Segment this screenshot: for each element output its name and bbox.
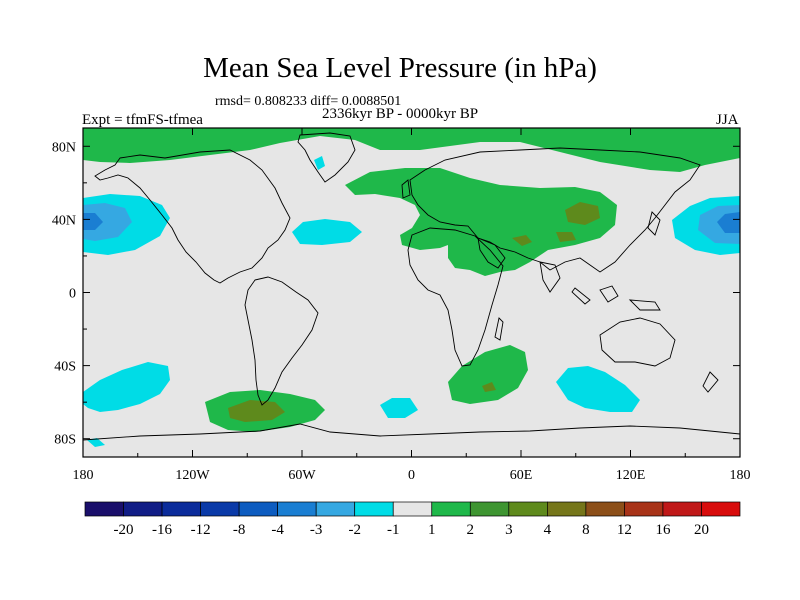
coastline-uk xyxy=(401,179,411,199)
colorbar-label: -3 xyxy=(310,522,323,538)
colorbar-label: -20 xyxy=(114,522,134,538)
coastline-sumatra xyxy=(571,287,591,305)
y-tick-label: 80N xyxy=(52,140,76,155)
coastline-japan xyxy=(647,211,661,236)
colorbar: -20 -16 -12 -8 -4 -3 -2 -1 1 2 3 4 8 12 16 20 xyxy=(84,501,741,538)
field-region-central-asia-core xyxy=(565,202,600,225)
coastline-new-zealand xyxy=(702,371,719,393)
colorbar-label: -2 xyxy=(348,522,361,538)
stats-line: rmsd= 0.808233 diff= 0.0088501 xyxy=(215,94,402,109)
colorbar-swatch xyxy=(123,501,163,517)
field-region-north-atlantic-low xyxy=(292,219,362,245)
coastline-africa xyxy=(407,227,504,367)
y-tick-label: 40S xyxy=(54,360,76,375)
map-area xyxy=(83,128,740,457)
colorbar-swatch xyxy=(84,501,124,517)
colorbar-label: -4 xyxy=(271,522,284,538)
field-region-tibet-core xyxy=(512,235,532,246)
x-tick-label: 120W xyxy=(175,468,210,483)
colorbar-swatch xyxy=(354,501,394,517)
coastline-borneo xyxy=(599,285,619,303)
field-region-south-atlantic-low xyxy=(380,398,418,418)
coastline-greenland xyxy=(297,132,356,183)
colorbar-swatch xyxy=(624,501,664,517)
field-region-southern-ocean-low xyxy=(83,362,170,412)
field-region-eurasia-high xyxy=(345,168,617,276)
coastlines xyxy=(83,132,740,441)
field-region-north-pacific-low-west-3 xyxy=(83,213,103,230)
field-region-north-pacific-low-west-2 xyxy=(83,203,132,241)
x-tick-label: 60W xyxy=(288,468,316,483)
y-tick-label: 80S xyxy=(54,433,76,448)
colorbar-label: 3 xyxy=(505,522,513,538)
colorbar-label: -1 xyxy=(387,522,400,538)
colorbar-swatch xyxy=(431,501,471,517)
colorbar-swatch xyxy=(585,501,625,517)
colorbar-swatch xyxy=(238,501,278,517)
colorbar-swatch xyxy=(469,501,510,517)
y-tick-label: 40N xyxy=(52,213,76,228)
colorbar-label: 1 xyxy=(428,522,436,538)
y-tick-label: 0 xyxy=(69,287,76,302)
x-tick-label: 180 xyxy=(73,468,94,483)
season-label: JJA xyxy=(716,112,739,128)
colorbar-label: 8 xyxy=(582,522,590,538)
x-tick-label: 120E xyxy=(616,468,646,483)
coastline-north-america xyxy=(94,149,291,284)
colorbar-swatch xyxy=(200,501,240,517)
colorbar-swatch xyxy=(161,501,201,517)
x-tick-label: 0 xyxy=(408,468,415,483)
colorbar-label: 4 xyxy=(544,522,552,538)
coastline-india xyxy=(539,261,561,293)
coastline-eurasia xyxy=(409,147,701,273)
colorbar-swatch xyxy=(662,501,702,517)
x-tick-label: 60E xyxy=(510,468,533,483)
colorbar-label: 20 xyxy=(694,522,709,538)
colorbar-label: -16 xyxy=(152,522,172,538)
field-region-south-pacific-high-core xyxy=(228,400,285,422)
field-region-tibet-core-2 xyxy=(556,232,576,242)
colorbar-label: -12 xyxy=(191,522,211,538)
field-region-south-indian-high xyxy=(448,345,528,404)
field-region-indian-ocean-low xyxy=(556,366,640,412)
colorbar-swatch xyxy=(392,501,433,517)
experiment-label: Expt = tfmFS-tfmea xyxy=(82,112,203,128)
colorbar-label: 2 xyxy=(467,522,475,538)
colorbar-label: 12 xyxy=(617,522,632,538)
colorbar-label: -8 xyxy=(233,522,246,538)
field-region-south-indian-high-core xyxy=(482,382,496,392)
colorbar-swatch xyxy=(315,501,356,517)
colorbar-swatch xyxy=(508,501,548,517)
coastline-australia xyxy=(599,317,676,367)
coastline-antarctica xyxy=(83,423,740,441)
colorbar-label: 16 xyxy=(655,522,671,538)
period-label: 2336kyr BP - 0000kyr BP xyxy=(322,106,479,122)
x-tick-label: 180 xyxy=(730,468,751,483)
axes: 180 120W 60W 0 60E 120E 180 80N 40N 0 40S 80S xyxy=(52,128,751,483)
field-region-arctic-high xyxy=(83,128,740,172)
colorbar-swatch xyxy=(701,501,741,517)
chart-title: Mean Sea Level Pressure (in hPa) xyxy=(203,52,597,84)
field-region-southern-ocean-low-2 xyxy=(87,438,105,447)
field-region-north-pacific-low-east-3 xyxy=(717,212,740,233)
colorbar-swatch xyxy=(547,501,587,517)
coastline-arabia xyxy=(477,237,506,269)
field-region-north-africa-small-low xyxy=(314,156,325,170)
coastline-madagascar xyxy=(494,317,504,341)
colorbar-swatch xyxy=(277,501,317,517)
coastline-new-guinea xyxy=(628,299,661,311)
coastline-south-america xyxy=(244,276,319,406)
pressure-field xyxy=(83,128,740,447)
